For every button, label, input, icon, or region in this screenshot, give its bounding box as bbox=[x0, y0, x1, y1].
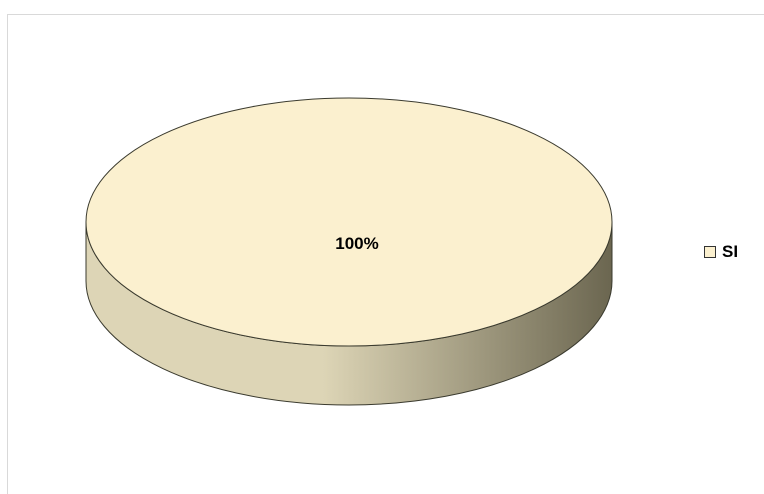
data-label-si: 100% bbox=[335, 234, 378, 253]
pie-slice-si bbox=[85, 97, 613, 347]
chart-area bbox=[7, 14, 764, 494]
legend-swatch-si bbox=[704, 246, 716, 258]
legend: SI bbox=[704, 242, 738, 262]
pie-slices bbox=[85, 97, 613, 406]
legend-label-si: SI bbox=[722, 242, 739, 261]
